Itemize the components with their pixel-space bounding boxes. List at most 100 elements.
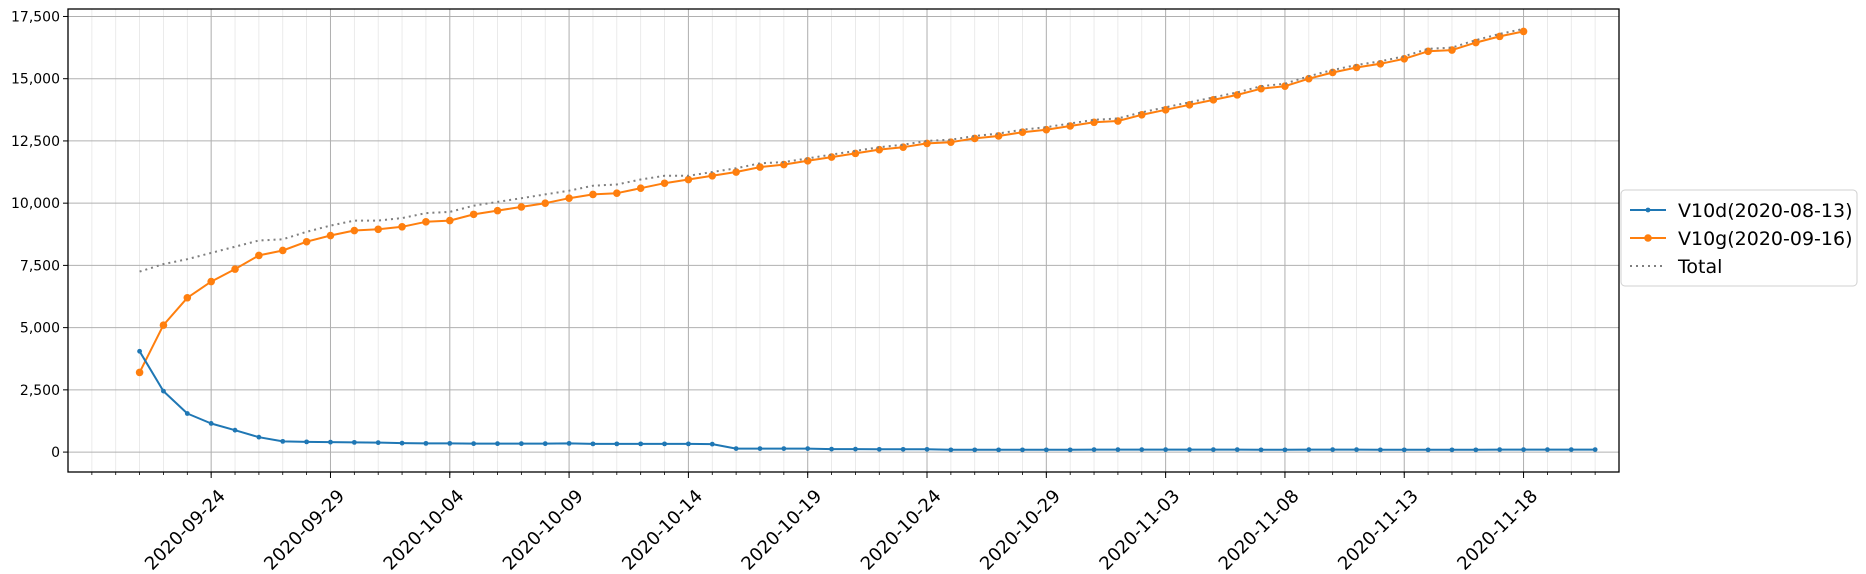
series-1-point xyxy=(1497,447,1503,452)
series-2-point xyxy=(780,160,788,169)
x-tick-label: 2020-10-24 xyxy=(857,486,946,574)
series-1-point xyxy=(1282,447,1288,453)
series-1-point xyxy=(1473,447,1479,453)
series-2-point xyxy=(565,194,573,202)
series-1-point xyxy=(471,441,477,447)
series-2-point xyxy=(756,163,764,171)
series-1-point xyxy=(1163,447,1169,452)
series-1-point xyxy=(495,441,500,447)
major-grid xyxy=(68,9,1619,472)
y-tick-label: 2,500 xyxy=(20,383,60,399)
series-1-point xyxy=(662,441,667,447)
series-1-point xyxy=(733,446,739,452)
series-2-point xyxy=(851,149,860,158)
legend-box xyxy=(1620,189,1858,287)
series-2-point xyxy=(1352,63,1361,72)
series-1-line xyxy=(138,350,1596,451)
series-1-point xyxy=(1067,447,1073,453)
series-1-point xyxy=(256,434,262,440)
y-tick-label: 17,500 xyxy=(11,9,60,25)
series-1-point xyxy=(184,411,190,416)
series-1-point xyxy=(1545,447,1550,452)
series-2-point xyxy=(1472,38,1480,47)
x-tick-label: 2020-09-24 xyxy=(141,486,230,574)
series-2-point xyxy=(1233,91,1242,99)
series-1-point xyxy=(590,441,596,447)
series-1-point xyxy=(686,441,691,447)
series-1-point xyxy=(709,441,715,447)
x-tick-label: 2020-11-03 xyxy=(1095,486,1184,574)
series-1-point xyxy=(208,421,214,426)
series-2-point xyxy=(875,145,884,154)
legend: V10d(2020-08-13) V10g(2020-09-16) Total xyxy=(1620,189,1858,287)
x-axis: 2020-09-24 2020-09-29 2020-10-04 2020-10-09… xyxy=(91,472,1596,574)
series-1-point xyxy=(423,440,429,446)
series-1-point xyxy=(1210,447,1216,452)
series-2-point xyxy=(207,277,215,286)
series-1-point xyxy=(1592,447,1598,452)
series-1-point xyxy=(996,447,1001,453)
series-1-point xyxy=(1354,447,1359,452)
series-2-point xyxy=(278,246,287,255)
series-1-point xyxy=(161,388,166,394)
series-1-point xyxy=(805,446,811,452)
series-1-point xyxy=(1139,447,1145,452)
series-1-point xyxy=(542,441,548,447)
series-1-point xyxy=(280,438,286,444)
series-1-point xyxy=(924,446,930,452)
series-2-point xyxy=(732,168,740,176)
series-2-point xyxy=(1519,27,1528,36)
series-2-point xyxy=(899,143,907,151)
series-1-point xyxy=(447,440,453,446)
x-tick-label: 2020-11-13 xyxy=(1334,486,1423,574)
series-2-point xyxy=(1376,59,1385,68)
x-tick-label: 2020-10-04 xyxy=(380,486,469,574)
y-tick-label: 0 xyxy=(51,445,60,461)
x-tick-label: 2020-11-08 xyxy=(1215,486,1304,574)
series-2-point xyxy=(589,190,597,199)
series-2-point xyxy=(398,223,406,231)
legend-label-1: V10d(2020-08-13) xyxy=(1678,200,1852,222)
series-2-point xyxy=(613,189,621,198)
series-2-point xyxy=(445,216,454,225)
series-2-point xyxy=(660,179,669,188)
series-layer xyxy=(135,27,1598,453)
series-2-point xyxy=(1185,101,1194,109)
series-1-point xyxy=(1020,447,1025,453)
series-2-point xyxy=(159,321,168,329)
series-2-point xyxy=(422,218,430,226)
series-2-point xyxy=(1305,74,1313,83)
series-1-point xyxy=(853,446,858,452)
series-2-point xyxy=(326,231,335,240)
y-tick-label: 12,500 xyxy=(11,134,60,150)
series-2-point xyxy=(1281,82,1289,90)
series-2-point xyxy=(684,175,693,184)
series-2-point xyxy=(255,251,263,260)
series-2-point xyxy=(493,206,502,215)
series-1-point xyxy=(375,440,381,446)
series-1-point xyxy=(304,439,310,445)
series-2-point xyxy=(350,226,359,235)
series-2-point xyxy=(374,225,383,234)
series-2-point xyxy=(183,293,192,302)
legend-label-3: Total xyxy=(1677,256,1722,278)
legend-marker-1 xyxy=(1645,207,1651,213)
series-1-point xyxy=(518,441,524,447)
series-2-point xyxy=(1400,54,1409,63)
series-1-point xyxy=(638,441,644,447)
series-1-point xyxy=(972,447,978,453)
series-1-point xyxy=(757,446,763,452)
y-tick-label: 7,500 xyxy=(20,258,60,274)
series-2-point xyxy=(1161,106,1170,114)
series-2-point xyxy=(302,237,311,246)
series-2-point xyxy=(231,265,239,273)
series-1-point xyxy=(137,348,142,354)
series-2-point xyxy=(827,153,836,161)
series-1-point xyxy=(781,446,787,452)
series-1-point xyxy=(232,427,238,433)
series-1-point xyxy=(1521,447,1526,452)
series-2-point xyxy=(517,203,526,211)
series-1-point xyxy=(1449,447,1455,453)
series-1-point xyxy=(876,446,882,452)
